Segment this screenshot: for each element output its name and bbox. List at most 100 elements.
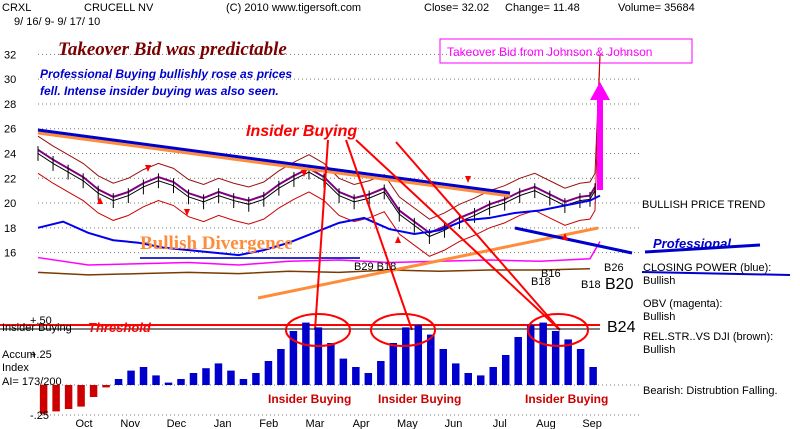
trend-line-orange-upper	[37, 131, 511, 198]
accum-bar	[202, 368, 210, 385]
y-tick-label: 18	[4, 223, 16, 235]
accum-bar	[39, 385, 48, 414]
accum-bar	[439, 349, 448, 385]
label-insider-buying: Insider Buying	[246, 123, 357, 140]
y-tick-label: 28	[4, 99, 16, 111]
trend-line-orange-lower	[257, 226, 599, 300]
signal-b29-b18: B29 B18	[354, 261, 396, 273]
x-tick-label: Aug	[536, 418, 556, 429]
label-insider-buying-indicator: Insider Buying	[2, 322, 72, 334]
accum-bar	[514, 337, 522, 385]
y-axis: 32 30 28 26 24 22 20 18 16	[4, 49, 16, 259]
accum-bar	[539, 322, 547, 385]
accum-bar	[452, 363, 460, 385]
insider-circle	[527, 313, 589, 347]
accum-bar	[414, 325, 423, 385]
signal-b16: B16	[541, 268, 561, 280]
x-tick-label: Sep	[582, 418, 602, 429]
accum-bar	[402, 327, 410, 385]
signal-arrow	[184, 209, 190, 216]
accum-bar	[339, 358, 348, 385]
x-tick-label: Apr	[353, 418, 370, 429]
label-plus-50: +.50	[30, 315, 52, 327]
insider-circle	[285, 313, 351, 347]
signal-arrow	[145, 165, 151, 172]
closing-power-line	[37, 194, 601, 257]
accum-bar	[89, 385, 98, 397]
label-bullish-price-trend: BULLISH PRICE TREND	[642, 199, 765, 211]
signal-b26: B26	[604, 262, 624, 274]
header-volume: Volume= 35684	[618, 2, 695, 14]
label-threshold: Threshold	[88, 320, 152, 335]
signal-b20: B20	[605, 276, 634, 293]
y-tick-label: 26	[4, 124, 16, 136]
y-tick-label: 20	[4, 198, 16, 210]
y-tick-label: 30	[4, 74, 16, 86]
x-axis: Oct Nov Dec Jan Feb Mar Apr May Jun Jul Aug Sep	[75, 418, 601, 429]
label-insider-3: Insider Buying	[525, 392, 608, 406]
takeover-box	[439, 38, 693, 64]
label-professional: Professional	[653, 236, 731, 251]
label-closing-power: CLOSING POWER (blue):	[643, 262, 771, 274]
trend-line-blue-lower	[514, 226, 633, 255]
closing-power-underline	[641, 271, 791, 276]
accum-bar	[352, 367, 360, 385]
accum-bar	[389, 343, 398, 385]
insider-line	[345, 139, 413, 331]
header-close: Close= 32.02	[424, 2, 489, 14]
label-plus-25: +.25	[30, 349, 52, 361]
accum-bar	[152, 375, 160, 385]
y-tick-label: 16	[4, 248, 16, 260]
label-bullish-divergence: Bullish Divergence	[140, 233, 293, 254]
accum-bar	[52, 385, 60, 412]
moving-average-line	[37, 148, 596, 234]
signal-b18: B18	[531, 276, 551, 288]
x-tick-label: Feb	[259, 418, 278, 429]
header-ticker: CRXL	[2, 2, 31, 14]
x-tick-label: Mar	[305, 418, 324, 429]
accum-bar	[114, 379, 123, 385]
label-accum: Accum	[2, 349, 36, 361]
accum-bar	[77, 385, 85, 407]
accum-bar	[177, 379, 185, 385]
signal-arrow	[395, 236, 401, 243]
accum-bar	[526, 325, 535, 385]
note-professional-1: Professional Buying bullishly rose as pr…	[40, 67, 292, 81]
accum-bar	[302, 322, 310, 385]
insider-line	[314, 139, 329, 331]
accum-bar	[214, 363, 223, 385]
label-insider-1: Insider Buying	[268, 392, 351, 406]
label-bearish: Bearish: Distrubtion Falling.	[643, 385, 778, 397]
signal-arrow	[97, 197, 103, 204]
accum-bar	[501, 355, 510, 385]
label-ai-reading: AI= 173/200	[2, 376, 62, 388]
accum-bar	[277, 349, 285, 385]
accum-bar	[576, 349, 585, 385]
accum-bar	[227, 370, 235, 385]
label-relstr: REL.STR..VS DJI (brown):	[643, 331, 773, 343]
label-obv-value: Bullish	[643, 311, 675, 323]
header-date-range: 9/ 16/ 9- 9/ 17/ 10	[14, 16, 100, 28]
x-tick-label: May	[397, 418, 418, 429]
accum-bar	[64, 385, 73, 409]
label-relstr-value: Bullish	[643, 344, 675, 356]
accum-bar	[189, 373, 198, 385]
signal-arrow	[465, 176, 471, 183]
takeover-arrow-head	[590, 82, 610, 100]
accum-bar	[551, 331, 560, 385]
insider-line	[355, 139, 561, 331]
signal-arrow	[562, 233, 568, 240]
accum-bar	[327, 343, 335, 385]
label-closing-power-value: Bullish	[643, 275, 675, 287]
accum-bar	[127, 370, 135, 385]
accum-bar	[489, 367, 497, 385]
x-tick-label: Oct	[75, 418, 92, 429]
accum-bar	[314, 327, 323, 385]
label-obv: OBV (magenta):	[643, 298, 722, 310]
title-takeover: Takeover Bid was predictable	[58, 39, 287, 60]
signal-b18b: B18	[581, 279, 601, 291]
y-tick-label: 24	[4, 149, 16, 161]
accum-bar	[139, 367, 148, 385]
signal-arrow	[301, 170, 307, 177]
